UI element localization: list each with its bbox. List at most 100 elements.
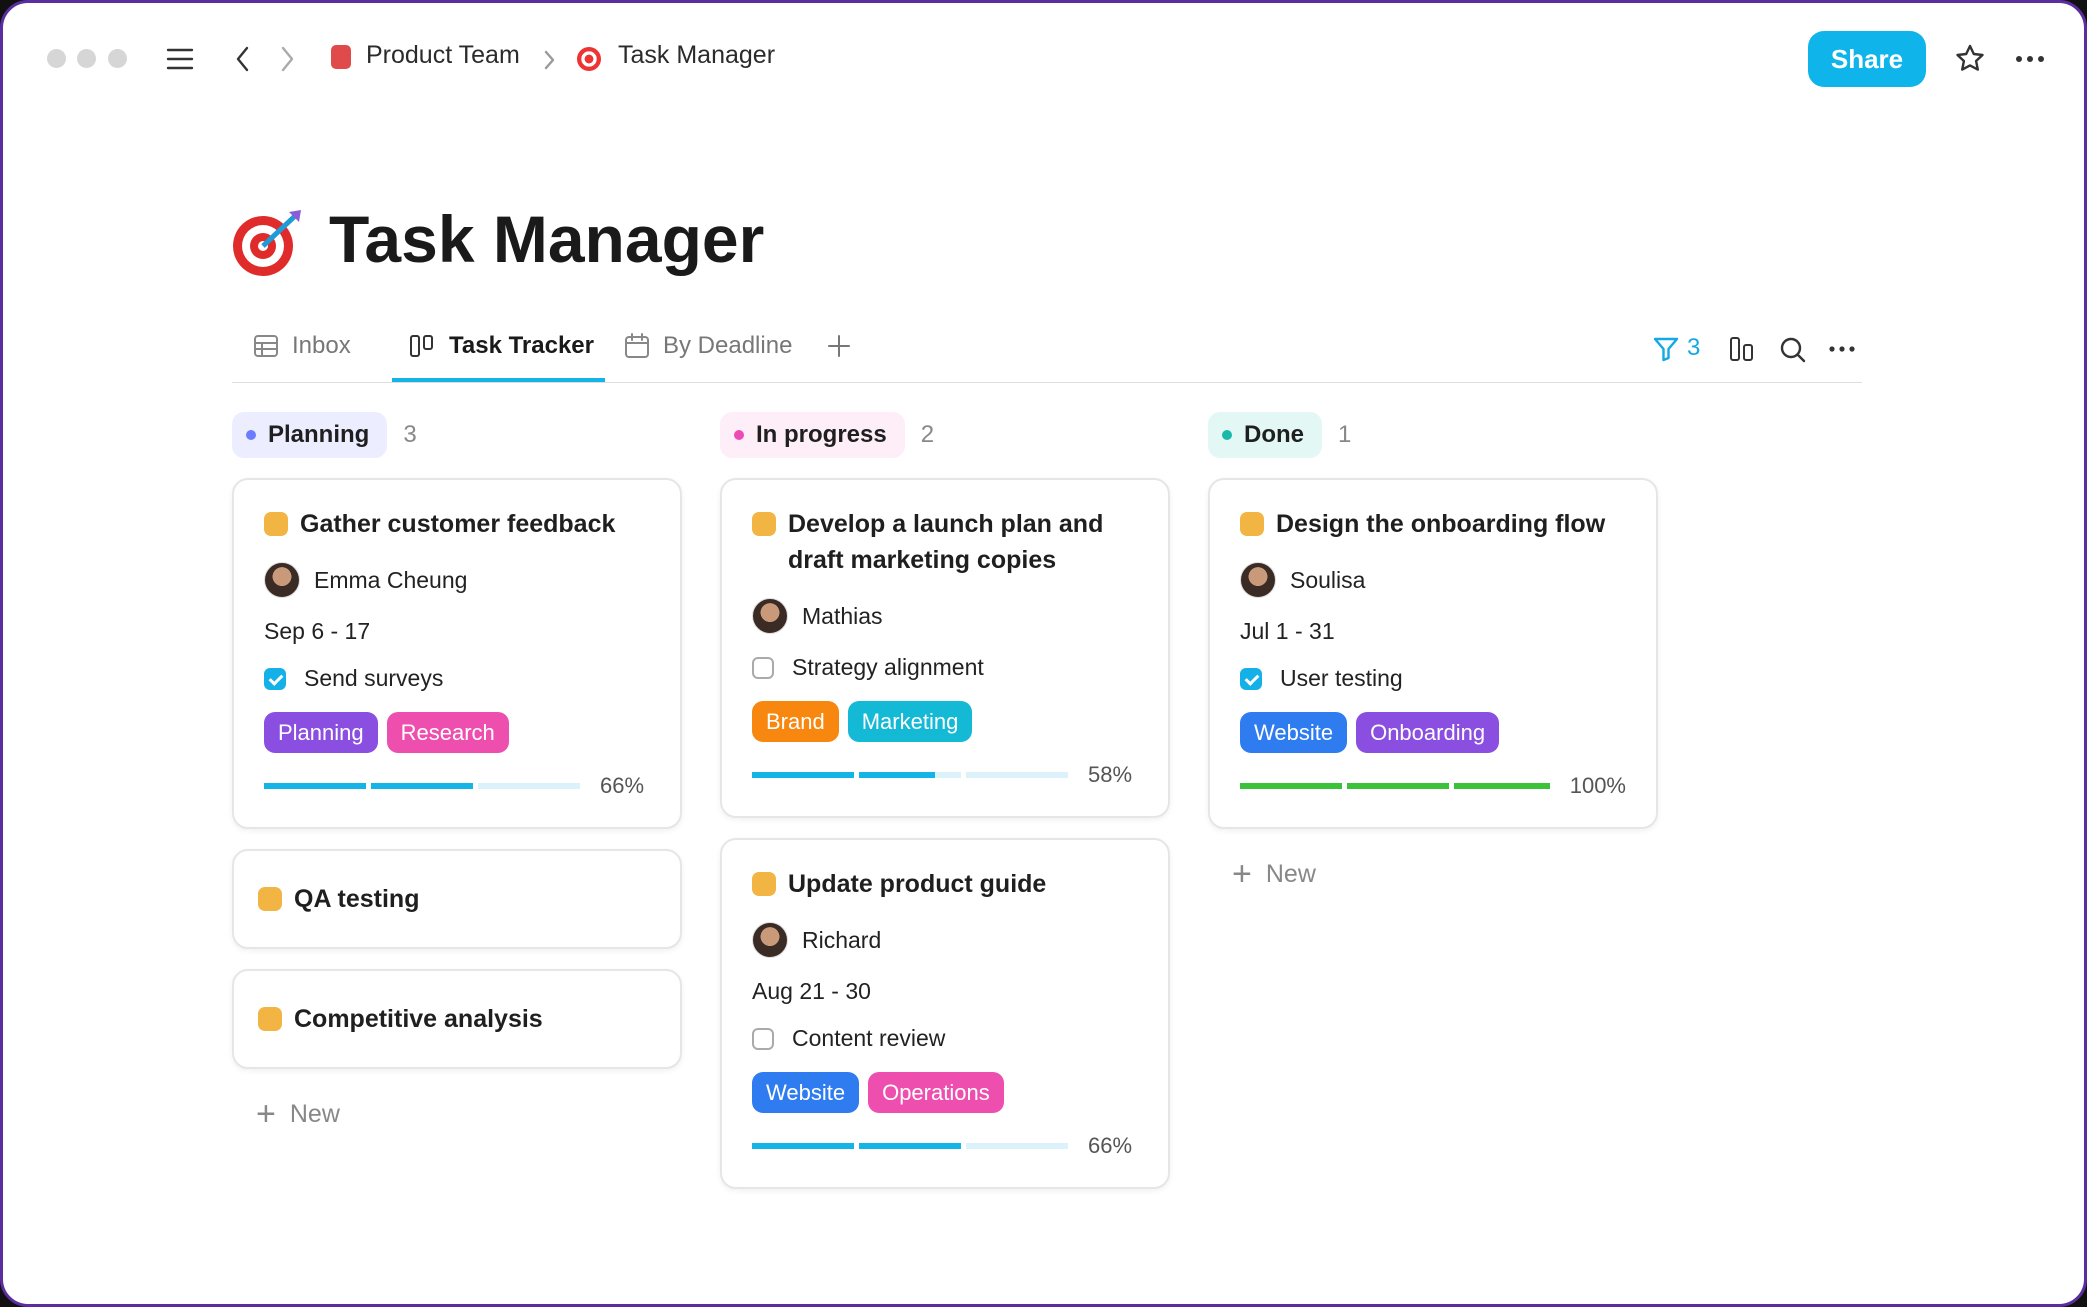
favorite-button[interactable] (1954, 43, 1986, 75)
status-pill[interactable]: Done (1208, 412, 1322, 458)
progress-fill (752, 1143, 961, 1149)
tag[interactable]: Operations (868, 1072, 1004, 1113)
new-label: New (289, 1100, 340, 1128)
task-card[interactable]: Update product guide Richard Aug 21 - 30 Co… (720, 838, 1170, 1189)
task-card[interactable]: Competitive analysis (232, 969, 682, 1069)
progress: 58% (752, 762, 1138, 788)
progress-track (752, 772, 1068, 778)
status-pill[interactable]: In progress (720, 412, 905, 458)
progress-label: 66% (600, 773, 645, 798)
window-dot[interactable] (77, 49, 96, 68)
tag[interactable]: Research (386, 712, 509, 753)
add-view-button[interactable] (828, 335, 850, 357)
card-icon (752, 872, 776, 896)
tag[interactable]: Onboarding (1356, 712, 1500, 753)
checklist-text: User testing (1280, 665, 1403, 691)
forward-button[interactable] (277, 45, 297, 73)
checklist-text: Send surveys (304, 665, 444, 691)
progress-fill (1240, 783, 1550, 789)
dates: Sep 6 - 17 (264, 618, 371, 644)
tab[interactable]: By Deadline (663, 332, 793, 359)
status-name: Done (1244, 421, 1304, 448)
tags: Website Onboarding (1240, 712, 1626, 753)
column: Done 1 Design the onboarding flow Soulisa Ju… (1208, 412, 1658, 894)
assignee-name: Richard (802, 926, 882, 953)
progress-track (752, 1143, 1068, 1149)
card-title: Design the onboarding flow (1276, 510, 1606, 538)
card-title-row: Develop a launch plan and draft marketin… (752, 506, 1138, 578)
progress-label: 66% (1088, 1133, 1133, 1158)
search-button[interactable] (1779, 336, 1807, 364)
layout-button[interactable] (1729, 336, 1755, 362)
task-card[interactable]: QA testing (232, 849, 682, 949)
filter-count[interactable]: 3 (1687, 334, 1701, 361)
tag[interactable]: Planning (264, 712, 378, 753)
window-dot[interactable] (47, 49, 66, 68)
breadcrumb[interactable]: Product Team (366, 41, 520, 69)
card-icon (258, 887, 282, 911)
progress: 66% (752, 1133, 1138, 1159)
tag[interactable]: Website (1240, 712, 1348, 753)
assignee: Richard (752, 922, 1138, 958)
status-name: In progress (756, 421, 887, 448)
progress: 66% (264, 773, 650, 799)
progress-track (1240, 783, 1550, 789)
assignee: Emma Cheung (264, 562, 650, 598)
card-icon (258, 1007, 282, 1031)
card-count: 3 (403, 421, 417, 448)
card-title: Develop a launch plan and draft marketin… (788, 510, 1104, 574)
card-title-row: Competitive analysis (258, 1001, 656, 1037)
progress-label: 58% (1088, 762, 1133, 787)
tag[interactable]: Website (752, 1072, 860, 1113)
divider (232, 382, 1862, 383)
assignee: Soulisa (1240, 562, 1626, 598)
new-card-button[interactable]: + New (1232, 855, 1658, 894)
checklist-item: Content review (752, 1025, 1138, 1052)
plus-icon: + (1232, 855, 1252, 893)
progress-label: 100% (1569, 773, 1626, 798)
tag[interactable]: Brand (752, 701, 839, 742)
status-name: Planning (268, 421, 370, 448)
status-pill[interactable]: Planning (232, 412, 388, 458)
filter-icon[interactable] (1653, 336, 1679, 362)
new-card-button[interactable]: + New (256, 1095, 682, 1134)
more-button[interactable] (2015, 55, 2045, 63)
checkbox[interactable] (752, 656, 774, 679)
tags: Planning Research (264, 712, 650, 753)
avatar (264, 562, 300, 598)
avatar (752, 922, 788, 958)
status-dot (246, 430, 256, 440)
back-button[interactable] (233, 45, 253, 73)
tag[interactable]: Marketing (847, 701, 973, 742)
avatar (1240, 562, 1276, 598)
card-icon (1240, 512, 1264, 536)
tab-icon (410, 335, 433, 357)
checkbox[interactable] (1240, 667, 1262, 690)
tab[interactable]: Inbox (292, 332, 351, 359)
progress-fill (752, 772, 936, 778)
task-card[interactable]: Gather customer feedback Emma Cheung Sep 6… (232, 478, 682, 829)
card-title: Competitive analysis (294, 1005, 543, 1033)
column-header: Done 1 (1208, 412, 1658, 458)
checkbox[interactable] (752, 1027, 774, 1050)
checkbox[interactable] (264, 667, 286, 690)
tags: Brand Marketing (752, 701, 1138, 742)
task-card[interactable]: Design the onboarding flow Soulisa Jul 1 -… (1208, 478, 1658, 829)
card-icon (264, 512, 288, 536)
menu-button[interactable] (166, 45, 194, 73)
card-title: Gather customer feedback (300, 510, 616, 538)
tags: Website Operations (752, 1072, 1138, 1113)
breadcrumb[interactable]: Task Manager (618, 41, 776, 69)
avatar (752, 598, 788, 634)
task-card[interactable]: Develop a launch plan and draft marketin… (720, 478, 1170, 818)
tab[interactable]: Task Tracker (449, 332, 594, 359)
card-title-row: Update product guide (752, 866, 1138, 902)
checklist-item: Strategy alignment (752, 654, 1138, 681)
assignee-name: Soulisa (1290, 566, 1366, 593)
share-button[interactable]: Share (1808, 31, 1926, 87)
plus-icon: + (256, 1095, 276, 1133)
more-button[interactable] (1829, 345, 1855, 353)
assignee: Mathias (752, 598, 1138, 634)
window-dot[interactable] (108, 49, 127, 68)
